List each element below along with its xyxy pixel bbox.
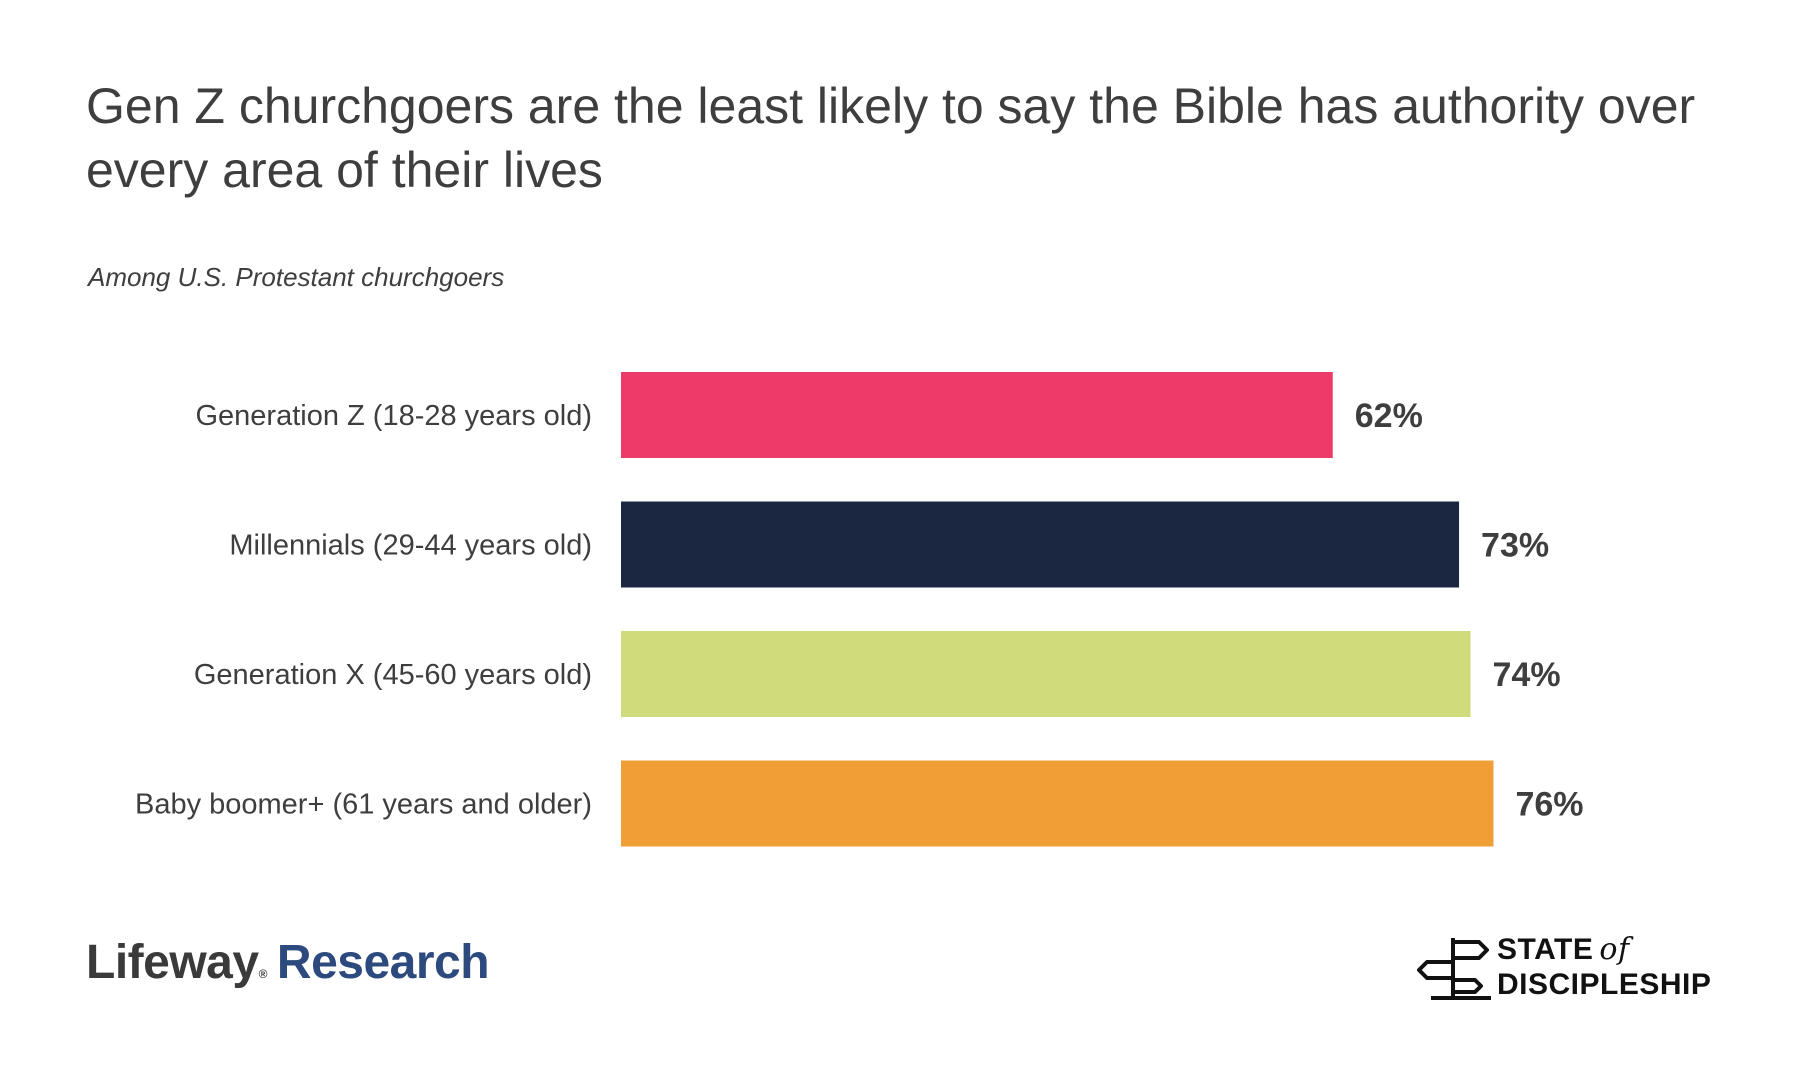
category-label: Generation Z (18-28 years old) — [195, 400, 592, 432]
research-wordmark: Research — [276, 936, 490, 989]
category-label: Generation X (45-60 years old) — [194, 659, 592, 691]
category-label: Millennials (29-44 years old) — [229, 530, 592, 562]
state-of-discipleship-logo: STATE of DISCIPLESHIP — [1415, 930, 1735, 1010]
registered-mark: ® — [258, 967, 268, 981]
bar-chart: Generation Z (18-28 years old) 62% Millenn… — [135, 372, 1584, 847]
bar — [621, 372, 1333, 458]
value-label: 73% — [1481, 527, 1549, 565]
value-label: 62% — [1355, 397, 1423, 435]
value-label: 76% — [1515, 786, 1583, 824]
logo-text-state: STATE of — [1497, 932, 1630, 967]
signpost-icon — [1417, 938, 1491, 1000]
chart-title: Gen Z churchgoers are the least likely t… — [86, 78, 1696, 198]
lifeway-research-logo: Lifeway® Research — [86, 935, 490, 990]
bar — [621, 631, 1471, 717]
category-label: Baby boomer+ (61 years and older) — [135, 789, 592, 821]
bar — [621, 760, 1494, 847]
bar — [621, 501, 1460, 588]
lifeway-wordmark: Lifeway — [86, 936, 259, 989]
value-label: 74% — [1493, 656, 1561, 694]
logo-text-discipleship: DISCIPLESHIP — [1497, 968, 1712, 1001]
chart-subtitle: Among U.S. Protestant churchgoers — [88, 262, 505, 292]
